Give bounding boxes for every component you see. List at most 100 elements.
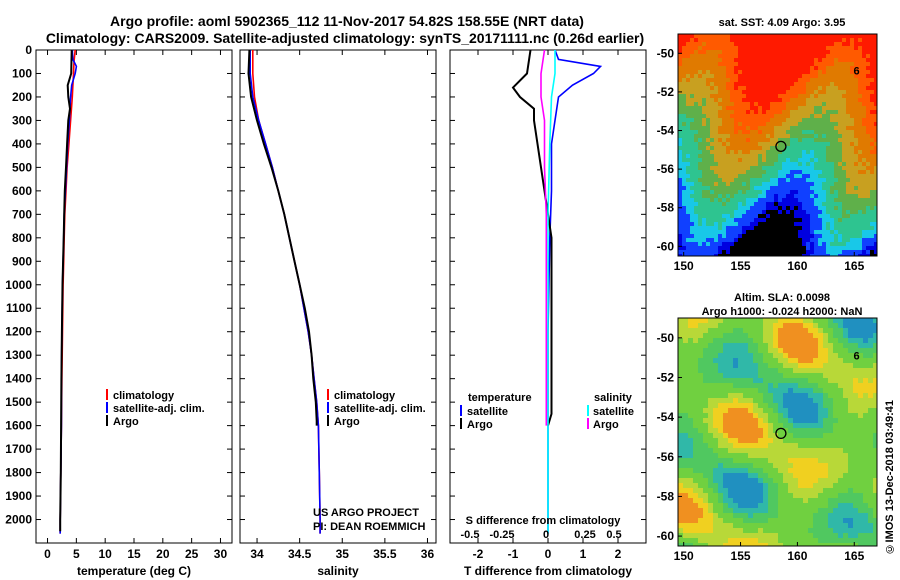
map-cell — [846, 34, 850, 38]
map-cell — [688, 428, 693, 433]
map-cell — [786, 166, 790, 170]
map-cell — [713, 363, 718, 368]
map-cell — [766, 238, 770, 242]
map-cell — [794, 250, 798, 254]
map-cell — [778, 154, 782, 158]
map-cell — [774, 42, 778, 46]
map-cell — [798, 154, 802, 158]
map-cell — [766, 98, 770, 102]
map-cell — [762, 178, 766, 182]
map-cell — [846, 186, 850, 190]
map-cell — [826, 82, 830, 86]
map-cell — [698, 110, 702, 114]
map-cell — [738, 110, 742, 114]
map-cell — [794, 34, 798, 38]
map-cell — [713, 338, 718, 343]
map-cell — [743, 393, 748, 398]
map-cell — [793, 338, 798, 343]
map-cell — [723, 518, 728, 523]
map-cell — [754, 150, 758, 154]
map-cell — [868, 473, 873, 478]
map-cell — [862, 178, 866, 182]
map-cell — [783, 453, 788, 458]
map-cell — [790, 42, 794, 46]
map-cell — [678, 134, 682, 138]
map-cell — [698, 242, 702, 246]
map-cell — [806, 54, 810, 58]
map-cell — [788, 368, 793, 373]
map-cell — [830, 238, 834, 242]
map-cell — [714, 118, 718, 122]
map-cell — [794, 42, 798, 46]
map-cell — [863, 513, 868, 518]
map-sst_map: 150 155 160 165-50-52-54-56-58-606 — [657, 33, 878, 273]
map-cell — [838, 70, 842, 74]
map-cell — [728, 373, 733, 378]
map-cell — [830, 106, 834, 110]
map-cell — [862, 58, 866, 62]
map-cell — [773, 393, 778, 398]
map-cell — [858, 234, 862, 238]
map-cell — [830, 134, 834, 138]
y-tick-label: 700 — [12, 207, 32, 221]
map-cell — [738, 523, 743, 528]
y-tick-label: 1500 — [5, 395, 32, 409]
map-cell — [862, 74, 866, 78]
map-cell — [874, 94, 877, 98]
map-cell — [778, 403, 783, 408]
map-cell — [698, 418, 703, 423]
map-cell — [738, 453, 743, 458]
map-cell — [730, 94, 734, 98]
map-cell — [733, 533, 738, 538]
map-cell — [874, 218, 877, 222]
map-cell — [830, 54, 834, 58]
map-cell — [866, 126, 870, 130]
map-cell — [854, 46, 858, 50]
map-cell — [682, 190, 686, 194]
map-cell — [682, 126, 686, 130]
map-cell — [808, 378, 813, 383]
map-cell — [793, 403, 798, 408]
map-cell — [726, 218, 730, 222]
map-cell — [708, 458, 713, 463]
map-cell — [714, 86, 718, 90]
map-cell — [854, 150, 858, 154]
map-cell — [848, 463, 853, 468]
map-cell — [768, 388, 773, 393]
map-cell — [722, 74, 726, 78]
map-cell — [858, 94, 862, 98]
map-cell — [778, 528, 783, 533]
map-cell — [858, 254, 862, 256]
map-cell — [802, 190, 806, 194]
map-cell — [722, 62, 726, 66]
map-cell — [758, 166, 762, 170]
map-cell — [794, 166, 798, 170]
map-cell — [786, 106, 790, 110]
map-cell — [853, 508, 858, 513]
map-cell — [858, 90, 862, 94]
map-cell — [738, 122, 742, 126]
map-cell — [718, 503, 723, 508]
map-cell — [750, 138, 754, 142]
map-cell — [810, 126, 814, 130]
map-cell — [702, 106, 706, 110]
map-cell — [753, 478, 758, 483]
map-cell — [698, 54, 702, 58]
map-cell — [858, 250, 862, 254]
map-cell — [798, 348, 803, 353]
map-cell — [758, 468, 763, 473]
map-cell — [858, 448, 863, 453]
map-cell — [746, 198, 750, 202]
map-cell — [862, 198, 866, 202]
map-cell — [693, 328, 698, 333]
map-cell — [750, 194, 754, 198]
map-cell — [793, 473, 798, 478]
map-cell — [803, 433, 808, 438]
map-cell — [818, 458, 823, 463]
map-cell — [770, 214, 774, 218]
map-cell — [834, 238, 838, 242]
map-cell — [818, 126, 822, 130]
map-cell — [688, 528, 693, 533]
map-cell — [734, 98, 738, 102]
map-cell — [842, 66, 846, 70]
